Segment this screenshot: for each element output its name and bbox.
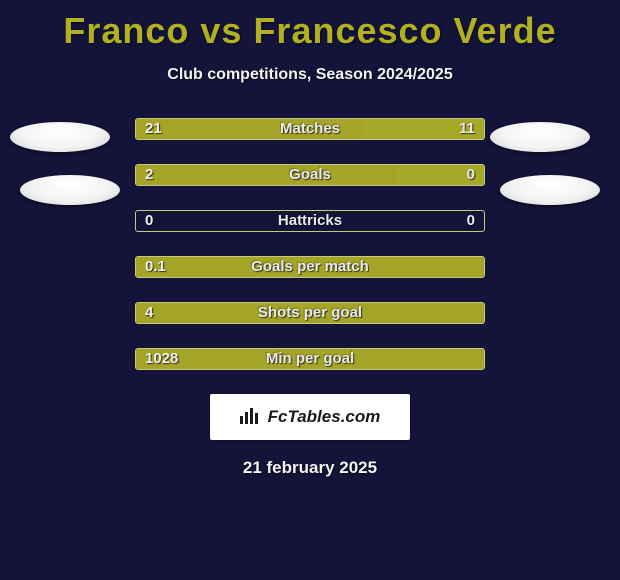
stat-row: Hattricks00 — [135, 210, 485, 232]
page-title: Franco vs Francesco Verde — [0, 0, 620, 52]
bar-left — [136, 349, 484, 369]
stat-row: Min per goal1028 — [135, 348, 485, 370]
bar-track — [135, 348, 485, 370]
stat-row: Goals per match0.1 — [135, 256, 485, 278]
bar-track — [135, 164, 485, 186]
stat-row: Shots per goal4 — [135, 302, 485, 324]
bar-left — [136, 303, 484, 323]
stat-row: Goals20 — [135, 164, 485, 186]
bar-track — [135, 118, 485, 140]
bar-left — [136, 165, 397, 185]
bar-track — [135, 210, 485, 232]
bar-right — [397, 165, 484, 185]
avatar — [490, 122, 590, 152]
comparison-chart: Matches2111 Goals20 Hattricks00 Goals per m… — [0, 118, 620, 370]
bar-track — [135, 256, 485, 278]
bar-left — [136, 119, 362, 139]
avatar — [500, 175, 600, 205]
avatar — [20, 175, 120, 205]
bar-left — [136, 257, 484, 277]
bars-icon — [240, 406, 262, 429]
stat-row: Matches2111 — [135, 118, 485, 140]
brand-badge: FcTables.com — [210, 394, 410, 440]
brand-text: FcTables.com — [268, 407, 381, 427]
avatar — [10, 122, 110, 152]
subtitle: Club competitions, Season 2024/2025 — [0, 66, 620, 84]
bar-track — [135, 302, 485, 324]
date-label: 21 february 2025 — [0, 458, 620, 478]
bar-right — [362, 119, 484, 139]
